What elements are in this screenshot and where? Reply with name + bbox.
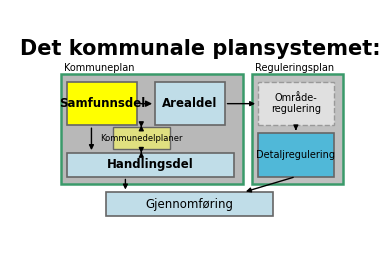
Text: Reguleringsplan: Reguleringsplan (255, 63, 334, 73)
Bar (155, 82, 224, 125)
Bar (61, 74, 243, 185)
Bar (67, 153, 234, 177)
Bar (258, 82, 334, 125)
Text: Samfunnsdel: Samfunnsdel (59, 97, 145, 110)
Text: Kommuneplan: Kommuneplan (64, 63, 135, 73)
Text: Område-
regulering: Område- regulering (271, 93, 321, 114)
Bar (252, 74, 343, 185)
Text: Kommunedelplaner: Kommunedelplaner (100, 134, 183, 143)
Text: Det kommunale plansystemet:: Det kommunale plansystemet: (20, 39, 381, 59)
Bar (113, 127, 170, 149)
Text: Gjennomføring: Gjennomføring (146, 198, 234, 211)
Text: Detaljregulering: Detaljregulering (256, 150, 335, 160)
Text: Handlingsdel: Handlingsdel (107, 158, 194, 171)
Text: Arealdel: Arealdel (162, 97, 217, 110)
Bar (106, 192, 273, 216)
Bar (258, 133, 334, 177)
Bar (67, 82, 137, 125)
